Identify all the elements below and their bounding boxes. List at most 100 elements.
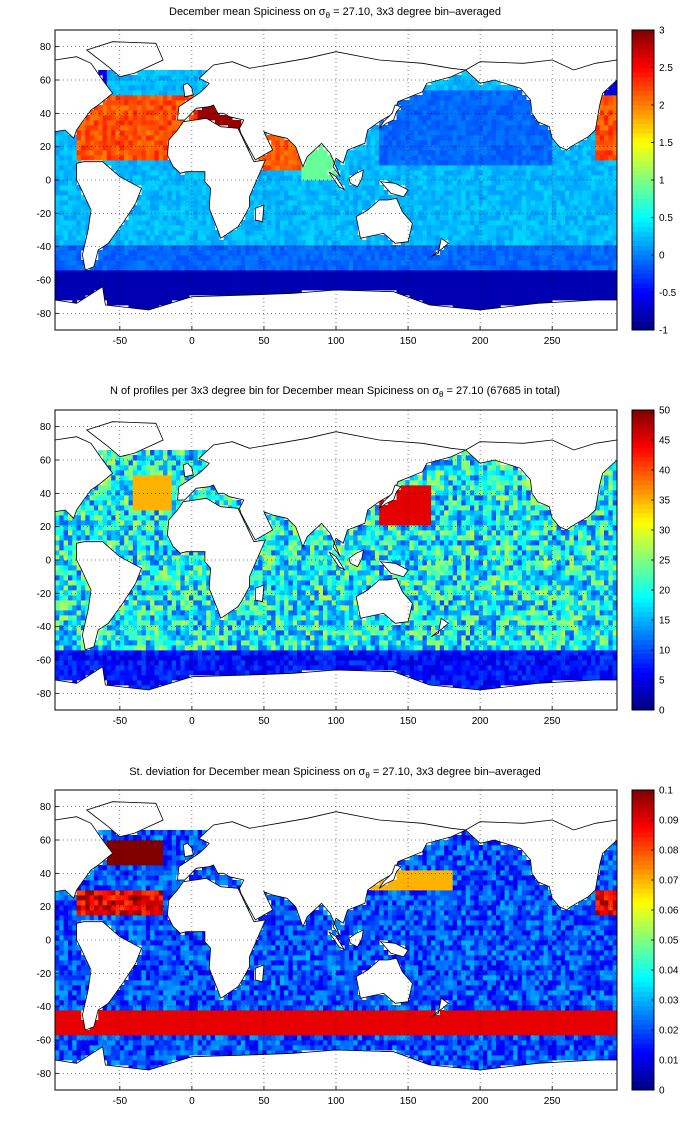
grid-cell: [106, 100, 112, 106]
grid-cell: [119, 635, 125, 641]
grid-cell: [72, 615, 77, 621]
grid-cell: [569, 190, 575, 196]
grid-cell: [137, 195, 142, 201]
grid-cell: [470, 175, 475, 181]
grid-cell: [63, 510, 69, 516]
grid-cell: [163, 270, 168, 276]
grid-cell: [115, 640, 121, 646]
grid-cell: [349, 280, 354, 286]
grid-cell: [76, 280, 82, 286]
grid-cell: [98, 250, 103, 256]
grid-cell: [448, 200, 454, 206]
grid-cell: [76, 515, 82, 521]
grid-cell: [55, 625, 60, 631]
grid-cell: [193, 215, 198, 221]
grid-cell: [137, 260, 142, 266]
grid-cell: [595, 265, 601, 271]
grid-cell: [491, 245, 497, 251]
grid-cell: [115, 105, 121, 111]
grid-cell: [461, 95, 467, 101]
grid-cell: [124, 160, 129, 166]
grid-cell: [478, 110, 484, 116]
grid-cell: [132, 300, 138, 306]
grid-cell: [552, 220, 557, 226]
grid-cell: [197, 270, 203, 276]
grid-cell: [612, 250, 618, 256]
grid-cell: [102, 670, 108, 676]
grid-cell: [119, 85, 125, 91]
grid-cell: [448, 255, 454, 261]
grid-cell: [253, 245, 259, 251]
grid-cell: [150, 275, 155, 281]
colorbar-step: [632, 306, 654, 312]
grid-cell: [396, 145, 402, 151]
grid-cell: [569, 290, 575, 296]
grid-cell: [487, 105, 492, 111]
grid-cell: [591, 210, 596, 216]
grid-cell: [517, 255, 523, 261]
grid-cell: [552, 215, 557, 221]
grid-cell: [353, 170, 358, 176]
grid-cell: [608, 100, 614, 106]
grid-cell: [457, 285, 462, 291]
grid-cell: [154, 115, 160, 121]
grid-cell: [55, 205, 60, 211]
grid-cell: [128, 225, 134, 231]
grid-cell: [366, 265, 371, 271]
grid-cell: [55, 570, 60, 576]
grid-cell: [608, 135, 614, 141]
grid-cell: [504, 290, 510, 296]
grid-cell: [262, 130, 268, 136]
grid-cell: [275, 215, 281, 221]
grid-cell: [102, 525, 108, 531]
grid-cell: [68, 565, 73, 571]
grid-cell: [72, 175, 77, 181]
grid-cell: [55, 560, 60, 566]
grid-cell: [461, 230, 467, 236]
grid-cell: [582, 185, 588, 191]
grid-cell: [595, 170, 601, 176]
grid-cell: [413, 265, 419, 271]
grid-cell: [452, 175, 458, 181]
grid-cell: [517, 250, 523, 256]
grid-cell: [184, 245, 190, 251]
grid-cell: [106, 85, 112, 91]
grid-cell: [379, 285, 384, 291]
grid-cell: [141, 180, 147, 186]
grid-cell: [426, 290, 432, 296]
grid-cell: [111, 95, 116, 101]
grid-cell: [301, 205, 307, 211]
grid-cell: [565, 205, 570, 211]
grid-cell: [361, 165, 367, 171]
grid-cell: [565, 235, 570, 241]
grid-cell: [595, 150, 601, 156]
grid-cell: [124, 155, 129, 161]
grid-cell: [115, 155, 121, 161]
grid-cell: [530, 220, 536, 226]
grid-cell: [578, 175, 583, 181]
grid-cell: [150, 165, 155, 171]
grid-cell: [344, 225, 350, 231]
grid-cell: [80, 240, 86, 246]
grid-cell: [461, 75, 467, 81]
grid-cell: [301, 240, 307, 246]
grid-cell: [500, 215, 505, 221]
grid-cell: [569, 170, 575, 176]
grid-cell: [128, 290, 134, 296]
grid-cell: [292, 265, 298, 271]
grid-cell: [496, 185, 501, 191]
grid-cell: [284, 205, 289, 211]
grid-cell: [396, 245, 402, 251]
grid-cell: [547, 145, 553, 151]
colorbar-step: [632, 34, 654, 40]
grid-cell: [128, 75, 134, 81]
grid-cell: [124, 115, 129, 121]
grid-cell: [111, 525, 116, 531]
grid-cell: [582, 180, 588, 186]
grid-cell: [119, 100, 125, 106]
grid-cell: [275, 160, 281, 166]
grid-cell: [521, 290, 527, 296]
grid-cell: [63, 550, 69, 556]
grid-cell: [145, 270, 151, 276]
grid-cell: [508, 225, 514, 231]
